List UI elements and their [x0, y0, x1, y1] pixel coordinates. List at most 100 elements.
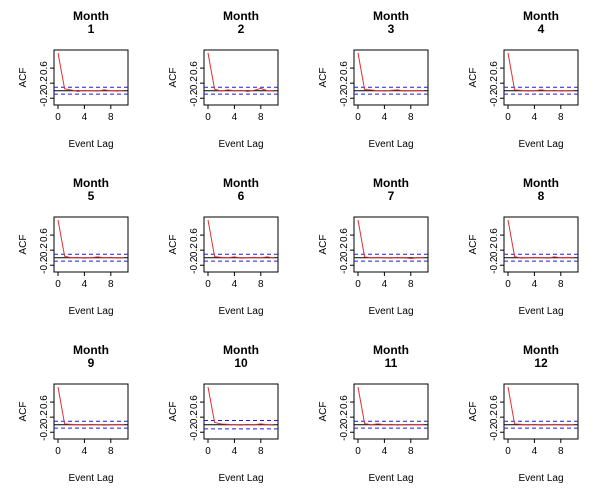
y-tick-label: -0.2	[189, 423, 200, 441]
panel-title-line1: Month	[373, 176, 409, 190]
y-tick-label: -0.2	[339, 256, 350, 274]
y-tick-label: 0.6	[339, 395, 350, 409]
x-tick-label: 0	[505, 446, 511, 457]
x-tick-label: 0	[505, 279, 511, 290]
plot-frame	[503, 49, 579, 106]
x-tick-label: 8	[558, 279, 564, 290]
y-tick-label: 0.2	[189, 76, 200, 90]
x-axis-label: Event Lag	[218, 306, 263, 317]
x-tick-label: 0	[55, 112, 61, 123]
x-tick-label: 0	[55, 279, 61, 290]
plot-frame	[53, 216, 129, 273]
y-tick-label: -0.2	[489, 256, 500, 274]
x-tick-label: 0	[55, 446, 61, 457]
y-tick-label: -0.2	[489, 423, 500, 441]
y-axis-label: ACF	[168, 68, 179, 88]
panel-title-line2: 2	[238, 22, 245, 36]
panel-title-line1: Month	[223, 176, 259, 190]
panel-title-line1: Month	[523, 9, 559, 23]
x-tick-label: 8	[108, 112, 114, 123]
x-tick-label: 4	[232, 446, 238, 457]
acf-series-line	[57, 52, 125, 92]
panel-title-line1: Month	[223, 343, 259, 357]
plot-frame	[203, 216, 279, 273]
y-tick-label: 0.6	[339, 61, 350, 75]
x-tick-label: 4	[82, 279, 88, 290]
y-tick-label: 0.6	[189, 395, 200, 409]
panel-title-line2: 9	[88, 356, 95, 370]
y-axis-label: ACF	[18, 235, 29, 255]
panel-title-line2: 6	[238, 189, 245, 203]
acf-series-line	[507, 219, 575, 259]
y-tick-label: 0.2	[489, 410, 500, 424]
y-tick-label: -0.2	[189, 256, 200, 274]
panel-title-line2: 1	[88, 22, 95, 36]
y-axis-label: ACF	[468, 235, 479, 255]
y-tick-label: -0.2	[339, 89, 350, 107]
plot-frame	[353, 216, 429, 273]
y-axis-label: ACF	[318, 68, 329, 88]
x-axis-label: Event Lag	[68, 139, 113, 150]
x-tick-label: 4	[82, 112, 88, 123]
y-tick-label: 0.2	[339, 76, 350, 90]
acf-series-line	[207, 52, 275, 92]
x-tick-label: 0	[355, 112, 361, 123]
x-tick-label: 4	[532, 112, 538, 123]
x-axis-label: Event Lag	[518, 306, 563, 317]
panel-title-line1: Month	[373, 9, 409, 23]
x-tick-label: 0	[355, 446, 361, 457]
x-tick-label: 4	[532, 446, 538, 457]
plot-frame	[353, 383, 429, 440]
panel-title-line2: 11	[385, 356, 398, 370]
x-tick-label: 0	[355, 279, 361, 290]
y-tick-label: -0.2	[39, 256, 50, 274]
panel-title-line1: Month	[73, 176, 109, 190]
y-axis-label: ACF	[18, 402, 29, 422]
acf-series-line	[57, 386, 125, 426]
y-tick-label: 0.6	[39, 61, 50, 75]
x-tick-label: 0	[205, 112, 211, 123]
acf-series-line	[57, 219, 125, 259]
panel-title-line1: Month	[73, 343, 109, 357]
x-tick-label: 0	[205, 446, 211, 457]
x-axis-label: Event Lag	[218, 139, 263, 150]
acf-series-line	[507, 386, 575, 426]
x-axis-label: Event Lag	[518, 473, 563, 484]
x-tick-label: 4	[532, 279, 538, 290]
acf-series-line	[207, 219, 275, 259]
x-tick-label: 0	[505, 112, 511, 123]
panel-title-line2: 7	[388, 189, 395, 203]
x-tick-label: 4	[82, 446, 88, 457]
panel-title-line1: Month	[223, 9, 259, 23]
y-tick-label: 0.6	[189, 228, 200, 242]
x-axis-label: Event Lag	[218, 473, 263, 484]
y-tick-label: 0.2	[489, 76, 500, 90]
plot-frame	[203, 49, 279, 106]
y-axis-label: ACF	[318, 402, 329, 422]
panel-title-line2: 4	[538, 22, 545, 36]
x-axis-label: Event Lag	[368, 473, 413, 484]
x-tick-label: 8	[408, 279, 414, 290]
acf-series-line	[357, 386, 425, 426]
x-tick-label: 8	[258, 279, 264, 290]
x-tick-label: 8	[558, 112, 564, 123]
x-tick-label: 8	[558, 446, 564, 457]
plot-frame	[503, 216, 579, 273]
y-tick-label: 0.2	[189, 243, 200, 257]
plot-frame	[353, 49, 429, 106]
y-axis-label: ACF	[168, 402, 179, 422]
x-axis-label: Event Lag	[68, 473, 113, 484]
x-tick-label: 4	[382, 279, 388, 290]
y-axis-label: ACF	[468, 68, 479, 88]
y-axis-label: ACF	[18, 68, 29, 88]
x-tick-label: 8	[408, 112, 414, 123]
